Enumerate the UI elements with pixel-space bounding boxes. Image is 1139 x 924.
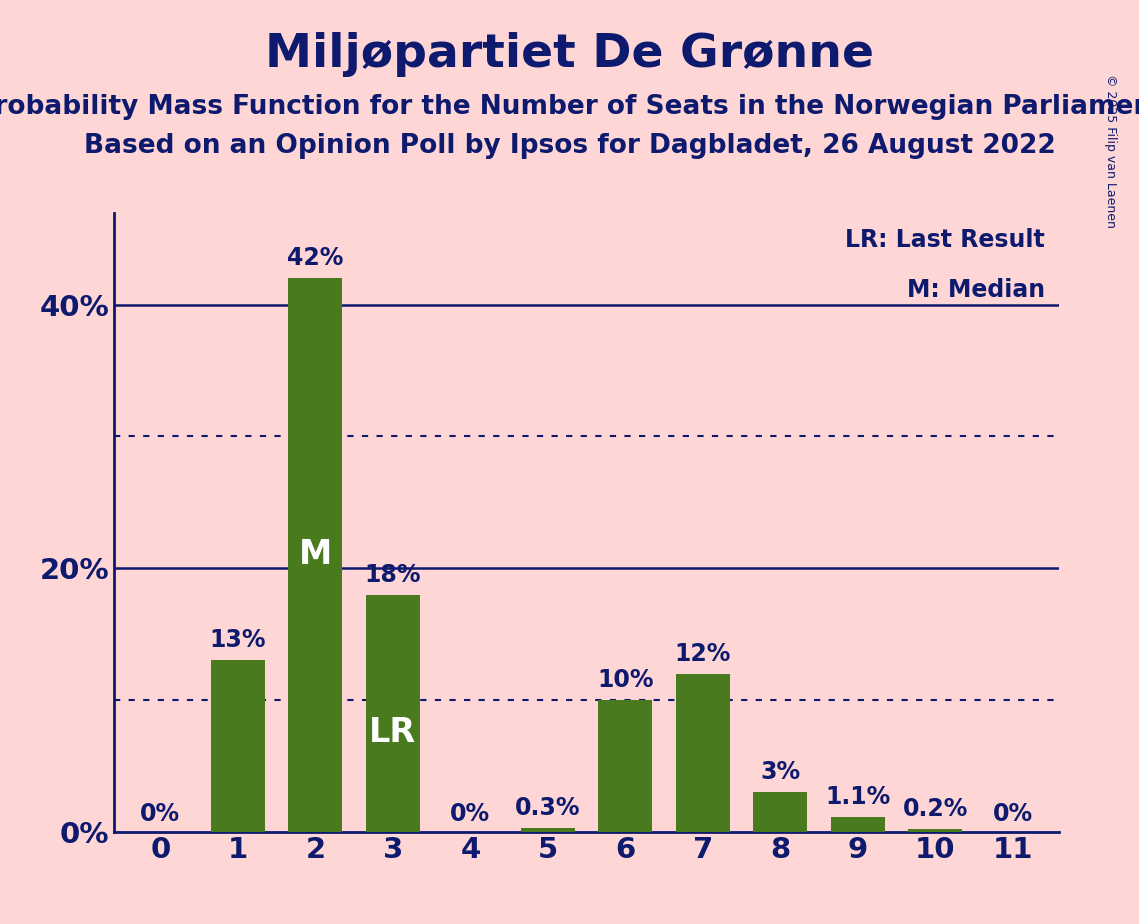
Text: 3%: 3% [760, 760, 801, 784]
Bar [211, 661, 265, 832]
Text: 0.3%: 0.3% [515, 796, 581, 820]
Text: LR: LR [369, 715, 417, 748]
Bar [598, 699, 653, 832]
Bar [675, 674, 730, 832]
Text: Probability Mass Function for the Number of Seats in the Norwegian Parliament: Probability Mass Function for the Number… [0, 94, 1139, 120]
Text: 0.2%: 0.2% [902, 797, 968, 821]
Text: 1.1%: 1.1% [825, 785, 891, 809]
Bar [908, 829, 962, 832]
Text: 10%: 10% [597, 668, 654, 692]
Bar [753, 792, 808, 832]
Text: 0%: 0% [993, 802, 1033, 826]
Text: © 2025 Filip van Laenen: © 2025 Filip van Laenen [1104, 74, 1117, 228]
Bar [830, 817, 885, 832]
Text: M: M [298, 539, 331, 571]
Text: Based on an Opinion Poll by Ipsos for Dagbladet, 26 August 2022: Based on an Opinion Poll by Ipsos for Da… [83, 133, 1056, 159]
Text: 12%: 12% [674, 641, 731, 665]
Text: 42%: 42% [287, 247, 344, 271]
Text: LR: Last Result: LR: Last Result [845, 228, 1046, 252]
Text: 18%: 18% [364, 563, 421, 587]
Text: 13%: 13% [210, 628, 267, 652]
Text: Miljøpartiet De Grønne: Miljøpartiet De Grønne [265, 32, 874, 78]
Text: 0%: 0% [450, 802, 491, 826]
Bar [288, 278, 343, 832]
Text: 0%: 0% [140, 802, 180, 826]
Bar [521, 828, 575, 832]
Text: M: Median: M: Median [907, 277, 1046, 301]
Bar [366, 594, 420, 832]
